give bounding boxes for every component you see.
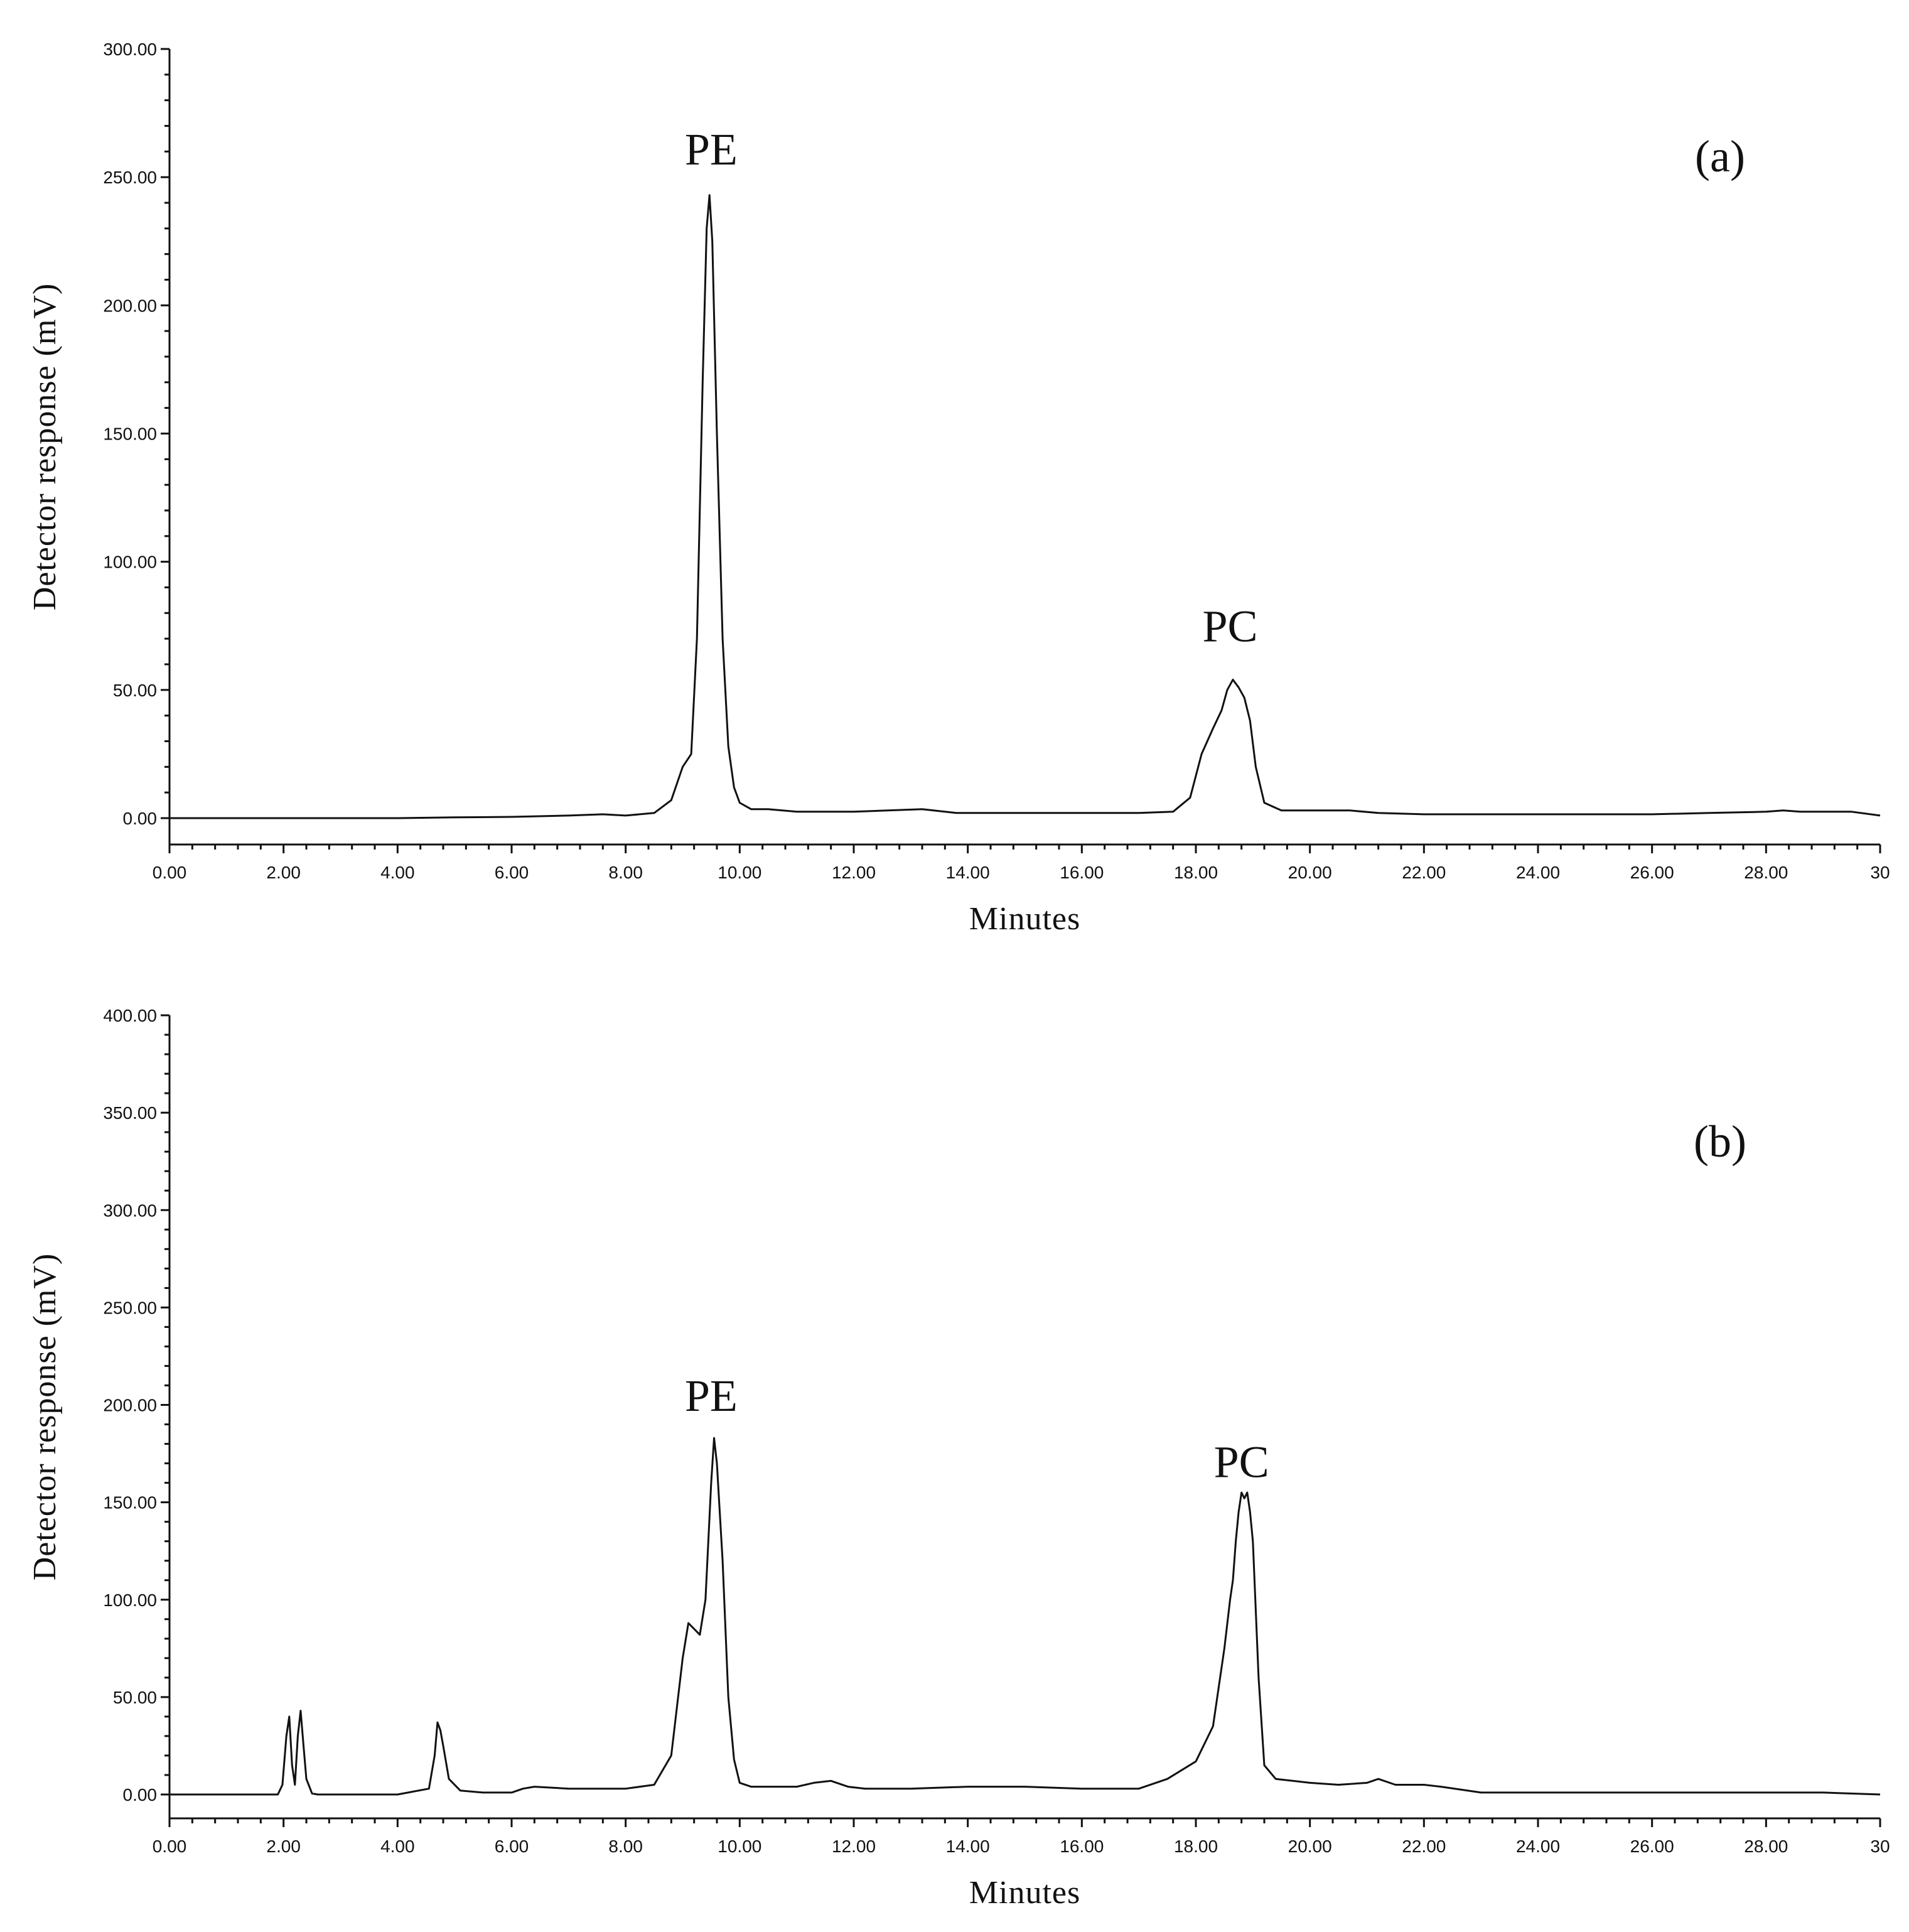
x-tick-label: 30 [1870,1837,1890,1856]
x-tick-label: 4.00 [380,863,415,882]
x-tick-label: 20.00 [1288,1837,1332,1856]
x-tick-label: 28.00 [1744,1837,1788,1856]
peak-label-pc: PC [1214,1437,1269,1487]
x-tick-label: 0.00 [153,863,187,882]
x-tick-label: 22.00 [1402,863,1446,882]
x-tick-label: 6.00 [495,1837,529,1856]
y-tick-label: 200.00 [103,296,157,315]
chart-panel-b: 0.0050.00100.00150.00200.00250.00300.003… [27,1006,1890,1911]
y-tick-label: 300.00 [103,40,157,59]
chart-panel-a: 0.00 50.00 100.00 150.00 200.00 250.00 300.00 0… [27,40,1890,937]
y-axis-title: Detector response (mV) [27,283,63,611]
peak-label-pe: PE [685,124,738,175]
x-tick-label: 28.00 [1744,863,1788,882]
x-tick-label: 10.00 [718,1837,761,1856]
x-tick-label: 14.00 [946,863,990,882]
x-tick-label: 26.00 [1630,863,1674,882]
x-tick-label: 2.00 [266,863,301,882]
x-tick-label: 24.00 [1516,863,1560,882]
y-tick-label: 250.00 [103,168,157,187]
x-tick-label: 10.00 [718,863,761,882]
x-tick-label: 18.00 [1174,1837,1218,1856]
y-tick-label: 100.00 [103,1590,157,1610]
x-tick-label: 12.00 [832,1837,876,1856]
x-tick-label: 20.00 [1288,863,1332,882]
y-tick-label: 250.00 [103,1298,157,1317]
x-tick-label: 24.00 [1516,1837,1560,1856]
panel-label: (b) [1694,1116,1746,1167]
y-tick-label: 50.00 [113,1688,157,1707]
x-tick-label: 8.00 [608,1837,643,1856]
x-tick-label: 2.00 [266,1837,301,1856]
x-tick-label: 16.00 [1060,863,1104,882]
peak-label-pe: PE [685,1371,738,1421]
x-tick-label: 26.00 [1630,1837,1674,1856]
chromatogram-trace [169,194,1881,819]
x-tick-label: 16.00 [1060,1837,1104,1856]
x-tick-label: 30 [1870,863,1890,882]
y-tick-label: 0.00 [123,1785,158,1805]
x-tick-label: 22.00 [1402,1837,1446,1856]
y-tick-label: 150.00 [103,1493,157,1513]
peak-label-pc: PC [1202,601,1257,651]
x-tick-label: 4.00 [380,1837,415,1856]
x-tick-label: 8.00 [608,863,643,882]
chromatogram-trace [169,1437,1881,1796]
y-tick-label: 200.00 [103,1396,157,1415]
panel-label: (a) [1695,131,1745,181]
y-tick-label: 400.00 [103,1006,157,1025]
x-axis-title: Minutes [969,1875,1080,1911]
x-tick-label: 12.00 [832,863,876,882]
x-axis-title: Minutes [969,901,1080,937]
x-tick-label: 14.00 [946,1837,990,1856]
y-tick-label: 50.00 [113,681,157,700]
y-tick-label: 150.00 [103,424,157,444]
y-tick-label: 300.00 [103,1201,157,1220]
x-tick-label: 18.00 [1174,863,1218,882]
x-tick-label: 0.00 [153,1837,187,1856]
x-tick-label: 6.00 [495,863,529,882]
y-axis-title: Detector response (mV) [27,1253,63,1581]
y-tick-label: 100.00 [103,553,157,572]
y-tick-label: 350.00 [103,1103,157,1123]
y-tick-label: 0.00 [123,809,158,828]
